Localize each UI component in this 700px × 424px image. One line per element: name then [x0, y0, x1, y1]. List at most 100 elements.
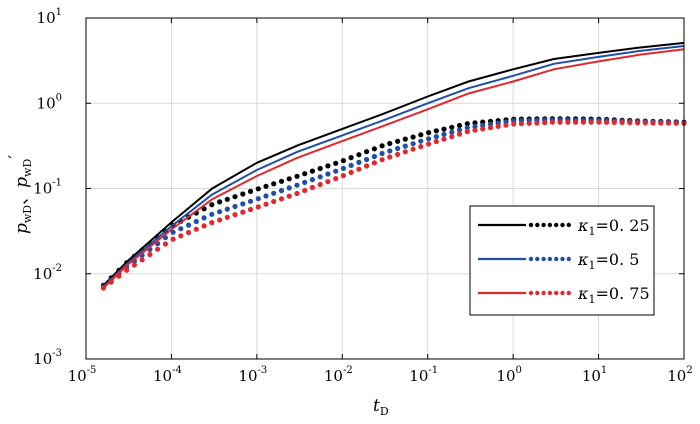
x-tick-exponent: -4	[172, 365, 182, 376]
derivative-point	[271, 198, 277, 205]
derivative-point	[294, 173, 300, 179]
axis-ticks: 10-5 10-4 10-3 10-2 10-1 100 101 10210-310-210-…	[33, 7, 693, 385]
derivative-point	[325, 163, 331, 169]
derivative-point	[263, 201, 269, 207]
x-tick-exponent: -5	[87, 365, 97, 376]
derivative-point	[395, 138, 401, 144]
derivative-point	[379, 143, 385, 149]
derivative-point	[271, 190, 277, 196]
legend-dot	[554, 256, 559, 262]
derivative-point	[503, 122, 509, 128]
pressure-line-3	[102, 48, 685, 289]
derivative-point	[247, 188, 254, 194]
legend-dot	[547, 222, 553, 228]
derivative-point	[542, 120, 548, 126]
derivative-point	[426, 136, 432, 142]
derivative-point	[534, 120, 540, 126]
derivative-point	[480, 126, 486, 132]
derivative-point	[487, 125, 494, 131]
derivative-point	[302, 179, 308, 185]
derivative-point	[340, 173, 346, 179]
derivative-point	[371, 160, 377, 166]
derivative-point	[518, 121, 525, 127]
derivative-point	[302, 171, 308, 177]
derivative-point	[371, 153, 377, 160]
legend-dot	[554, 222, 559, 228]
derivative-point	[433, 128, 439, 134]
x-tick-base: 10	[324, 367, 343, 385]
derivative-point	[472, 120, 478, 126]
derivative-point	[263, 183, 269, 189]
derivative-point	[209, 220, 215, 226]
y-tick-base: 10	[33, 180, 52, 198]
derivative-point	[433, 138, 439, 145]
y-tick-exponent: -2	[52, 263, 62, 274]
derivative-point	[356, 152, 362, 158]
x-tick-base: 10	[153, 367, 172, 385]
derivative-point	[240, 191, 246, 197]
legend-dot	[560, 256, 565, 262]
derivative-point	[255, 204, 261, 210]
derivative-point	[557, 119, 563, 125]
derivative-point	[364, 149, 370, 155]
legend-dot	[566, 290, 571, 296]
y-tick-label: 10-3	[33, 348, 62, 368]
derivative-point	[573, 119, 579, 125]
derivative-point	[596, 119, 602, 125]
derivative-point	[348, 155, 354, 161]
derivative-point	[673, 120, 679, 126]
derivative-point	[340, 158, 346, 164]
x-tick-base: 10	[496, 367, 515, 385]
y-tick-label: 100	[37, 92, 62, 112]
derivative-point	[317, 165, 323, 172]
derivative-point	[108, 279, 114, 285]
derivative-point	[611, 119, 617, 125]
y-tick-exponent: 0	[56, 92, 62, 103]
legend-label: κ1=0. 75	[577, 284, 650, 306]
legend-kappa-subscript: 1	[589, 259, 596, 272]
derivative-point	[456, 127, 463, 133]
derivative-point	[139, 257, 145, 263]
derivative-point	[441, 131, 447, 137]
legend-dot	[541, 290, 546, 296]
legend-kappa-symbol: κ	[577, 250, 589, 269]
derivative-point	[379, 150, 385, 157]
derivative-point	[495, 123, 501, 129]
y-axis-title: pwD、pwD′	[6, 155, 34, 234]
derivative-point	[278, 178, 285, 184]
legend-kappa-value: =0. 25	[596, 216, 650, 235]
x-tick-label: 10-1	[409, 365, 438, 385]
derivative-point	[193, 226, 199, 232]
derivative-point	[356, 159, 362, 165]
legend-dot	[528, 290, 534, 296]
derivative-point	[286, 193, 292, 199]
y-axis-title-sub1: wD	[21, 205, 34, 223]
derivative-point	[286, 176, 292, 182]
y-tick-exponent: -3	[52, 348, 62, 359]
legend-dot	[554, 290, 559, 296]
derivative-point	[410, 146, 416, 152]
derivative-point	[232, 212, 238, 218]
derivative-point	[178, 226, 184, 232]
derivative-point	[402, 143, 408, 149]
x-tick-exponent: 2	[686, 365, 692, 376]
derivative-point	[472, 127, 478, 133]
derivative-point	[580, 119, 587, 125]
derivative-point	[340, 165, 346, 171]
legend-label: κ1=0. 5	[577, 250, 639, 272]
y-axis-title-sub2: wD	[21, 159, 34, 177]
x-tick-exponent: -3	[258, 365, 268, 376]
legend-dot	[535, 290, 540, 296]
derivative-point	[464, 121, 470, 127]
derivative-point	[116, 273, 122, 279]
derivative-point	[588, 119, 594, 125]
derivative-point	[247, 198, 254, 204]
x-tick-label: 10-2	[324, 365, 353, 385]
derivative-point	[131, 262, 137, 268]
derivative-point	[309, 184, 315, 191]
derivative-point	[147, 251, 153, 258]
derivative-point	[247, 206, 254, 213]
legend-kappa-subscript: 1	[589, 225, 596, 238]
